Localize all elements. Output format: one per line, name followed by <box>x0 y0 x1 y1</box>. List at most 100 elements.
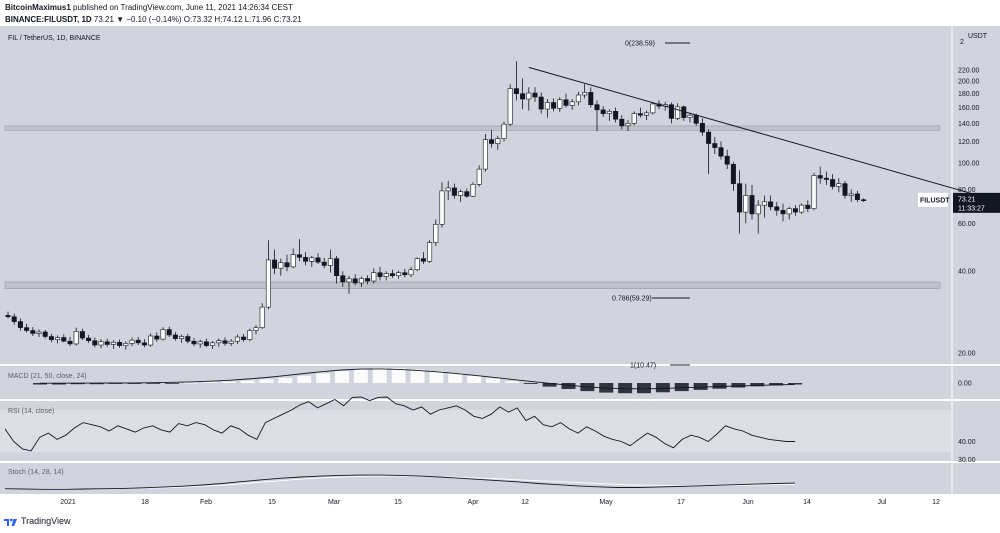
macd-histogram-bar <box>391 368 406 383</box>
macd-histogram-bar <box>278 377 293 383</box>
macd-histogram-bar <box>788 383 802 385</box>
candle-body <box>582 92 588 96</box>
candle-body <box>210 342 216 346</box>
price-tick-label: 60.00 <box>958 221 976 228</box>
candle-body <box>737 183 743 213</box>
candle-body <box>290 254 296 268</box>
macd-histogram-bar <box>637 383 651 394</box>
candle-body <box>619 118 625 127</box>
candle-body <box>234 336 240 342</box>
brand-name[interactable]: TradingView <box>21 516 71 526</box>
candle-body <box>272 259 278 269</box>
time-axis[interactable]: 2021 18 Feb 15 Mar 15 Apr 12 May 17 Jun 14 Jul 12 <box>60 499 940 506</box>
fib-levels[interactable]: 0(238.59) 0.786(59.29) 1(10.47) <box>612 41 690 370</box>
candle-body <box>761 201 767 206</box>
candle-body <box>315 257 321 263</box>
macd-histogram-bar <box>504 381 519 383</box>
candle-body <box>179 336 185 339</box>
candle-body <box>420 258 426 262</box>
macd-histogram-bar <box>655 383 670 393</box>
candle-body <box>848 193 854 196</box>
candle-body <box>687 114 693 118</box>
time-tick-label: 17 <box>677 499 685 506</box>
time-tick-label: 12 <box>932 499 940 506</box>
candle-body <box>36 331 42 334</box>
macd-histogram-bar <box>372 368 387 383</box>
macd-histogram-bar <box>731 383 746 388</box>
last-price-tag-bg <box>953 192 1000 213</box>
candle-body <box>24 327 30 331</box>
candle-body <box>160 329 166 340</box>
candle-body <box>706 131 712 144</box>
candle-body <box>303 256 309 262</box>
candle-body <box>383 273 389 277</box>
candle-body <box>501 123 507 139</box>
candle-body <box>650 103 656 114</box>
candle-body <box>135 339 141 344</box>
candle-body <box>823 177 829 180</box>
candle-body <box>216 340 222 344</box>
candle-body <box>594 104 600 111</box>
candle-body <box>154 335 160 340</box>
time-tick-label: May <box>599 499 613 506</box>
indicator-panes[interactable]: MACD (21, 50, close, 24) 0.00 RSI (14, clo… <box>0 368 976 490</box>
pane-bg-3 <box>0 463 952 494</box>
candle-body <box>104 341 110 345</box>
candle-body <box>830 179 836 187</box>
candle-body <box>30 330 36 334</box>
candle-body <box>532 92 538 98</box>
candle-body <box>396 272 402 277</box>
candlesticks[interactable] <box>5 61 867 350</box>
open-value: O:73.32 <box>183 15 213 24</box>
candle-body <box>148 335 154 346</box>
candle-body <box>352 278 358 284</box>
candle-body <box>228 340 234 344</box>
candle-body <box>439 190 445 225</box>
candle-body <box>67 340 73 345</box>
price-tick-label: 220.00 <box>958 68 980 75</box>
author-name[interactable]: BitcoinMaximus1 <box>5 3 71 12</box>
candle-body <box>693 114 699 124</box>
rsi-label: RSI (14, close) <box>8 408 54 415</box>
macd-histogram-bar <box>202 382 217 383</box>
candle-body <box>408 269 414 276</box>
macd-histogram-bar <box>769 383 784 386</box>
candle-body <box>588 92 594 105</box>
chart[interactable]: 0(238.59)0.786(59.29)1(10.47) 20.0040.00… <box>0 26 1000 514</box>
currency-label: USDT <box>968 33 988 40</box>
trendline[interactable] <box>528 66 1000 215</box>
candle-body <box>799 204 805 213</box>
time-tick-label: Jul <box>878 499 887 506</box>
macd-histogram-bar <box>523 383 538 384</box>
candle-body <box>55 337 61 340</box>
macd-histogram-bar <box>165 383 180 384</box>
tradingview-logo-icon[interactable] <box>4 517 18 526</box>
time-tick-label: Apr <box>468 499 480 506</box>
macd-histogram-bar <box>429 371 444 383</box>
candle-body <box>718 147 724 157</box>
candle-body <box>786 208 792 215</box>
change-arrow-icon: ▼ <box>116 15 125 24</box>
candle-body <box>110 341 116 345</box>
macd-histogram-bar <box>542 383 557 387</box>
candle-body <box>755 204 761 215</box>
candle-body <box>309 257 315 262</box>
candle-body <box>321 261 327 266</box>
macd-histogram-bar <box>618 383 633 394</box>
candle-body <box>513 88 519 94</box>
macd-label: MACD (21, 50, close, 24) <box>8 373 87 380</box>
candle-body <box>445 187 451 192</box>
publish-line: BitcoinMaximus1 published on TradingView… <box>5 3 293 12</box>
descending-resistance-line[interactable] <box>528 66 1000 215</box>
candle-body <box>476 168 482 185</box>
macd-histogram-bar <box>108 383 123 384</box>
price-axis[interactable]: 20.00 40.00 60.00 80.00 100.00 120.00 140.00 16… <box>958 33 988 358</box>
price-tick-label: 120.00 <box>958 139 980 146</box>
candle-body <box>606 111 612 114</box>
candle-body <box>203 341 209 346</box>
macd-histogram-bar <box>184 382 198 384</box>
candle-body <box>625 123 631 127</box>
change-value: −0.10 (−0.14%) <box>126 15 182 24</box>
symbol-tag-bg <box>918 192 948 207</box>
candle-body <box>774 206 780 211</box>
